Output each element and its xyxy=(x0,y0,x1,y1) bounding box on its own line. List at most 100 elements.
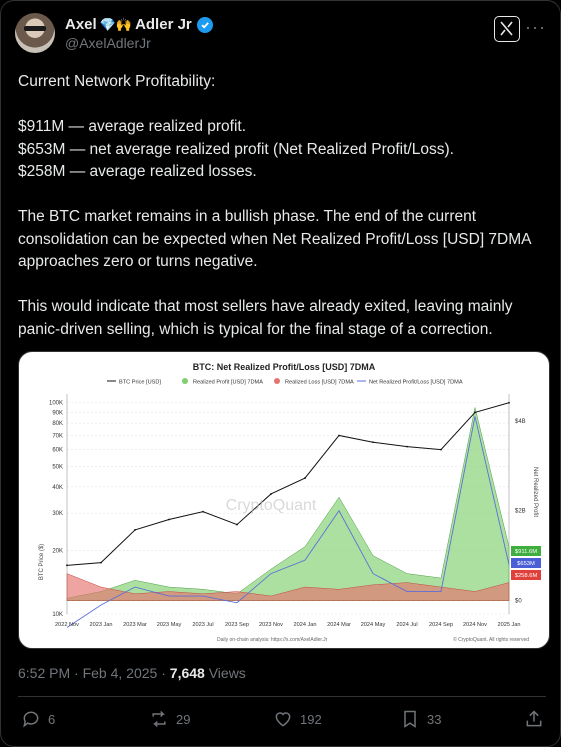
share-button[interactable] xyxy=(524,709,544,729)
verified-badge-icon[interactable] xyxy=(196,16,213,33)
post-line-loss: $258M — average realized losses. xyxy=(18,163,257,180)
grok-icon[interactable] xyxy=(494,16,520,42)
btc-price-point xyxy=(236,523,238,526)
legend-label: Realized Profit [USD] 7DMA xyxy=(193,380,263,386)
x-tick-label: 2023 Nov xyxy=(259,622,283,628)
action-bar: 6 29 192 33 xyxy=(21,709,546,733)
x-tick-label: 2023 Jan xyxy=(89,622,112,628)
author-name-row[interactable]: Axel 💎🙌 Adler Jr xyxy=(65,16,213,33)
x-tick-label: 2024 Jan xyxy=(293,622,316,628)
value-badge-label: $911.6M xyxy=(515,549,537,555)
bookmark-count: 33 xyxy=(427,711,442,727)
repost-icon xyxy=(152,710,166,728)
btc-price-point xyxy=(440,448,442,451)
y-tick-label: 50K xyxy=(52,464,63,470)
post-paragraph-2: The BTC market remains in a bullish phas… xyxy=(18,208,531,270)
tweet-meta: 6:52 PM · Feb 4, 2025 · 7,648 Views xyxy=(18,665,246,681)
x-tick-label: 2024 Mar xyxy=(327,622,351,628)
post-line-net: $653M — net average realized profit (Net… xyxy=(18,140,454,158)
chart-svg: BTC: Net Realized Profit/Loss [USD] 7DMA… xyxy=(39,362,541,643)
tweet-text: Current Network Profitability: $911M — a… xyxy=(18,71,548,341)
net-realized-line xyxy=(66,416,510,628)
x-tick-label: 2023 Sep xyxy=(225,622,249,628)
y-tick-label: 40K xyxy=(52,485,63,491)
post-paragraph-3: This would indicate that most sellers ha… xyxy=(18,298,513,338)
y2-tick-label: $2B xyxy=(515,509,526,515)
repost-count: 29 xyxy=(176,711,191,727)
y-tick-label: 30K xyxy=(52,511,63,517)
like-icon xyxy=(275,712,291,727)
views-label: Views xyxy=(208,665,246,681)
x-tick-label: 2024 May xyxy=(361,622,386,628)
like-count: 192 xyxy=(300,711,322,727)
divider xyxy=(18,696,546,697)
chart-footer-right: © CryptoQuant. All rights reserved xyxy=(453,636,529,643)
legend-label: Realized Loss [USD] 7DMA xyxy=(285,380,354,386)
repost-button[interactable]: 29 xyxy=(149,709,190,729)
realized-profit-area xyxy=(66,407,510,601)
value-badge xyxy=(511,558,541,568)
x-tick-label: 2024 Sep xyxy=(429,622,453,628)
reply-icon xyxy=(23,711,39,728)
avatar[interactable] xyxy=(15,13,55,53)
btc-price-point xyxy=(66,564,68,567)
chart-ylabel-left: BTC Price ($) xyxy=(39,544,45,580)
chart-title: BTC: Net Realized Profit/Loss [USD] 7DMA xyxy=(193,362,376,372)
btc-price-point xyxy=(474,411,476,414)
post-title: Current Network Profitability: xyxy=(18,73,216,90)
legend-label: BTC Price [USD] xyxy=(119,380,161,386)
post-date[interactable]: Feb 4, 2025 xyxy=(82,665,158,681)
reply-count: 6 xyxy=(48,711,56,727)
tweet-header: Axel 💎🙌 Adler Jr @AxelAdlerJr ··· xyxy=(15,13,546,57)
share-icon xyxy=(526,710,542,727)
btc-price-line xyxy=(66,402,510,566)
reply-button[interactable]: 6 xyxy=(21,709,55,729)
btc-price-point xyxy=(100,561,102,564)
y-tick-label: 60K xyxy=(52,448,63,454)
y2-tick-label: $0 xyxy=(515,599,522,605)
x-tick-label: 2023 Jul xyxy=(192,622,213,628)
chart-legend: BTC Price [USD] Realized Profit [USD] 7DM… xyxy=(107,378,463,386)
legend-swatch xyxy=(182,378,188,384)
x-tick-label: 2024 Nov xyxy=(463,622,487,628)
y-tick-label: 20K xyxy=(52,548,63,554)
bookmark-button[interactable]: 33 xyxy=(400,709,441,729)
author-handle[interactable]: @AxelAdlerJr xyxy=(65,35,151,51)
y-tick-label: 90K xyxy=(52,410,63,416)
y-tick-label: 10K xyxy=(52,612,63,618)
x-tick-label: 2024 Jul xyxy=(396,622,417,628)
btc-price-point xyxy=(338,434,340,437)
btc-price-point xyxy=(270,493,272,495)
value-badge-label: $258.6M xyxy=(515,573,538,579)
y-tick-label: 100K xyxy=(49,401,63,407)
btc-price-point xyxy=(372,441,374,444)
btc-price-point xyxy=(508,401,510,404)
author-emoji: 💎🙌 xyxy=(99,17,133,32)
author-name-suffix[interactable]: Adler Jr xyxy=(135,16,192,33)
more-icon[interactable]: ··· xyxy=(525,17,546,37)
btc-price-point xyxy=(406,445,408,448)
x-tick-label: 2023 Mar xyxy=(123,622,147,628)
y-tick-label: 70K xyxy=(52,433,63,439)
meta-dot-2: · xyxy=(161,665,166,681)
x-tick-label: 2023 May xyxy=(157,622,182,628)
value-badge xyxy=(511,546,541,556)
author-name[interactable]: Axel xyxy=(65,16,97,33)
y-tick-label: 80K xyxy=(52,421,63,427)
like-button[interactable]: 192 xyxy=(273,709,322,729)
chart-ylabel-right: Net Realized Profit xyxy=(532,467,538,517)
value-badge xyxy=(511,570,541,580)
realized-loss-area xyxy=(66,573,510,601)
value-badge-label: $653M xyxy=(517,561,535,567)
btc-price-point xyxy=(168,518,170,521)
x-tick-label: 2022 Nov xyxy=(55,622,79,628)
btc-price-point xyxy=(304,477,306,479)
view-count[interactable]: 7,648 xyxy=(169,665,205,681)
bookmark-icon xyxy=(404,710,416,728)
x-tick-label: 2025 Jan xyxy=(497,622,520,628)
chart-image[interactable]: BTC: Net Realized Profit/Loss [USD] 7DMA… xyxy=(18,351,550,649)
y2-tick-label: $4B xyxy=(515,419,526,425)
post-time[interactable]: 6:52 PM xyxy=(18,665,71,681)
legend-label: Net Realized Profit/Loss [USD] 7DMA xyxy=(369,380,463,386)
